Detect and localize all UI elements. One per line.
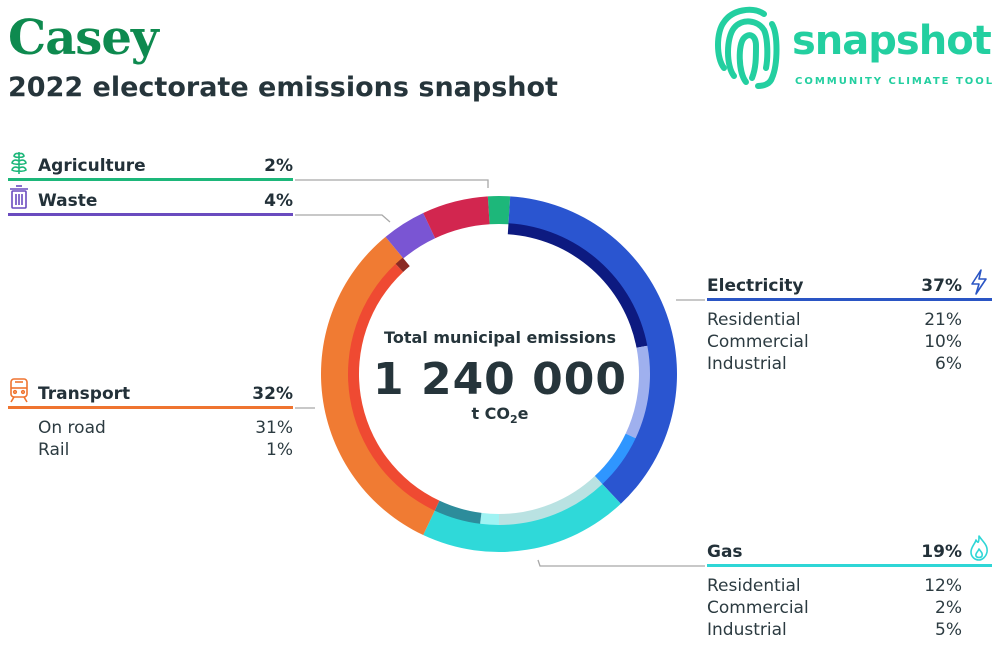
sector-name: Electricity — [707, 276, 804, 296]
donut-sub-slice-7 — [395, 257, 410, 272]
train-icon — [10, 378, 28, 403]
total-value: 1 240 000 — [373, 354, 627, 405]
donut-sub-slice-5 — [434, 500, 482, 524]
sub-sector-list: On road 31% Rail 1% — [8, 417, 293, 461]
donut-slice-4 — [385, 212, 436, 259]
sector-waste: Waste 4% — [8, 185, 293, 216]
sub-sector-list: Residential 21% Commercial 10% Industrial 6… — [707, 309, 992, 375]
sector-transport: Transport 32% On road 31% Rail 1% — [8, 378, 293, 461]
trash-bin-icon — [10, 185, 28, 209]
snapshot-logo: snapshot COMMUNITY CLIMATE TOOL — [712, 2, 1000, 92]
donut-sub-slice-4 — [480, 512, 499, 525]
sector-percent: 32% — [252, 384, 293, 404]
sector-gas: Gas 19% Residential 12% Commercial 2% Indu… — [707, 535, 992, 641]
list-item: Residential 21% — [707, 310, 962, 330]
list-item: Rail 1% — [38, 440, 293, 460]
lightning-icon — [971, 269, 987, 295]
fingerprint-icon — [715, 6, 780, 89]
list-item: Industrial 5% — [707, 620, 962, 640]
sector-name: Transport — [38, 384, 131, 404]
donut-slice-3 — [320, 236, 436, 536]
page-subtitle: 2022 electorate emissions snapshot — [8, 72, 558, 103]
donut-slice-5 — [423, 196, 490, 239]
page-title: Casey — [8, 10, 159, 66]
donut-sub-slice-6 — [348, 263, 440, 511]
sub-sector-list: Residential 12% Commercial 2% Industrial 5% — [707, 575, 992, 641]
list-item: On road 31% — [38, 418, 293, 438]
donut-slice-1 — [508, 196, 677, 504]
sector-agriculture: Agriculture 2% — [8, 152, 293, 181]
sector-name: Waste — [38, 191, 98, 211]
leader-line-agriculture — [295, 179, 489, 188]
donut-sub-slice-0 — [507, 223, 648, 348]
donut-slice-0 — [487, 195, 511, 225]
donut-sub-slice-1 — [625, 345, 650, 439]
sector-percent: 2% — [264, 156, 293, 176]
sector-name: Gas — [707, 542, 743, 562]
sector-name: Agriculture — [38, 156, 146, 176]
donut-sub-slice-3 — [499, 476, 603, 525]
leader-line-gas — [537, 559, 705, 567]
list-item: Residential 12% — [707, 576, 962, 596]
logo-tagline: COMMUNITY CLIMATE TOOL — [795, 76, 995, 87]
total-label: Total municipal emissions — [384, 328, 616, 347]
list-item: Commercial 10% — [707, 332, 962, 352]
sector-percent: 4% — [264, 191, 293, 211]
plant-icon — [11, 152, 27, 174]
donut-slice-2 — [423, 483, 621, 553]
list-item: Industrial 6% — [707, 354, 962, 374]
sector-percent: 19% — [921, 542, 962, 562]
donut-sub-slice-2 — [594, 433, 636, 485]
flame-icon — [970, 535, 988, 561]
total-unit: t CO2e — [471, 404, 529, 427]
logo-wordmark: snapshot — [792, 18, 992, 64]
sector-electricity: Electricity 37% Residential 21% Commercia… — [707, 269, 992, 375]
list-item: Commercial 2% — [707, 598, 962, 618]
sector-percent: 37% — [921, 276, 962, 296]
leader-line-waste — [295, 214, 391, 223]
